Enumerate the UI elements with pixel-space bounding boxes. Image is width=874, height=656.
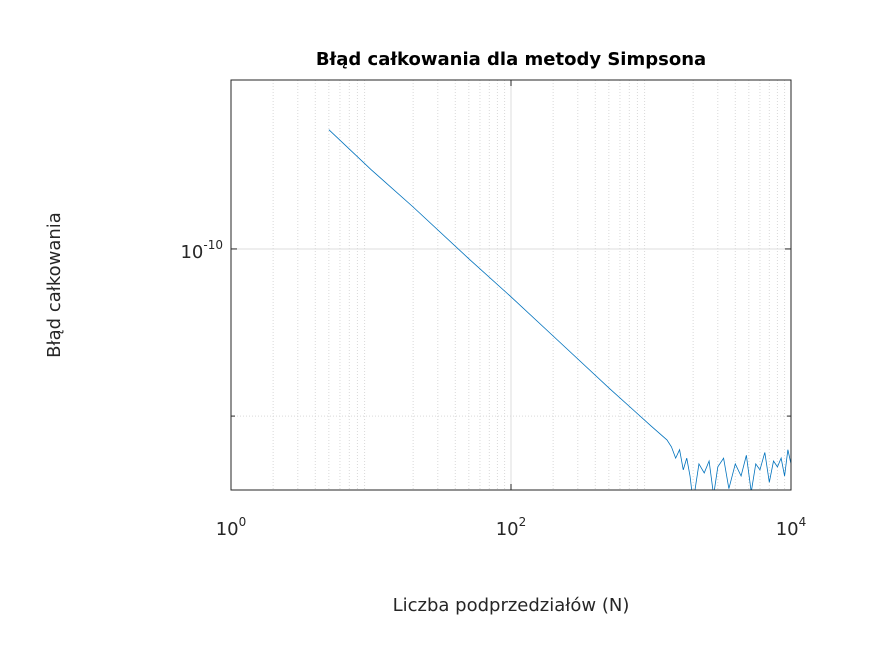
x-axis-label: Liczba podprzedziałów (N): [393, 595, 630, 616]
x-tick-label: 104: [776, 515, 807, 541]
x-tick-label: 100: [216, 515, 247, 541]
y-axis-label: Błąd całkowania: [44, 212, 65, 358]
plot-lines: [328, 129, 791, 490]
x-tick-label: 102: [496, 515, 527, 541]
y-tick-label: 10-10: [180, 237, 223, 263]
grid: [230, 80, 792, 490]
data-line: [328, 129, 791, 490]
chart-title: Błąd całkowania dla metody Simpsona: [316, 49, 706, 70]
